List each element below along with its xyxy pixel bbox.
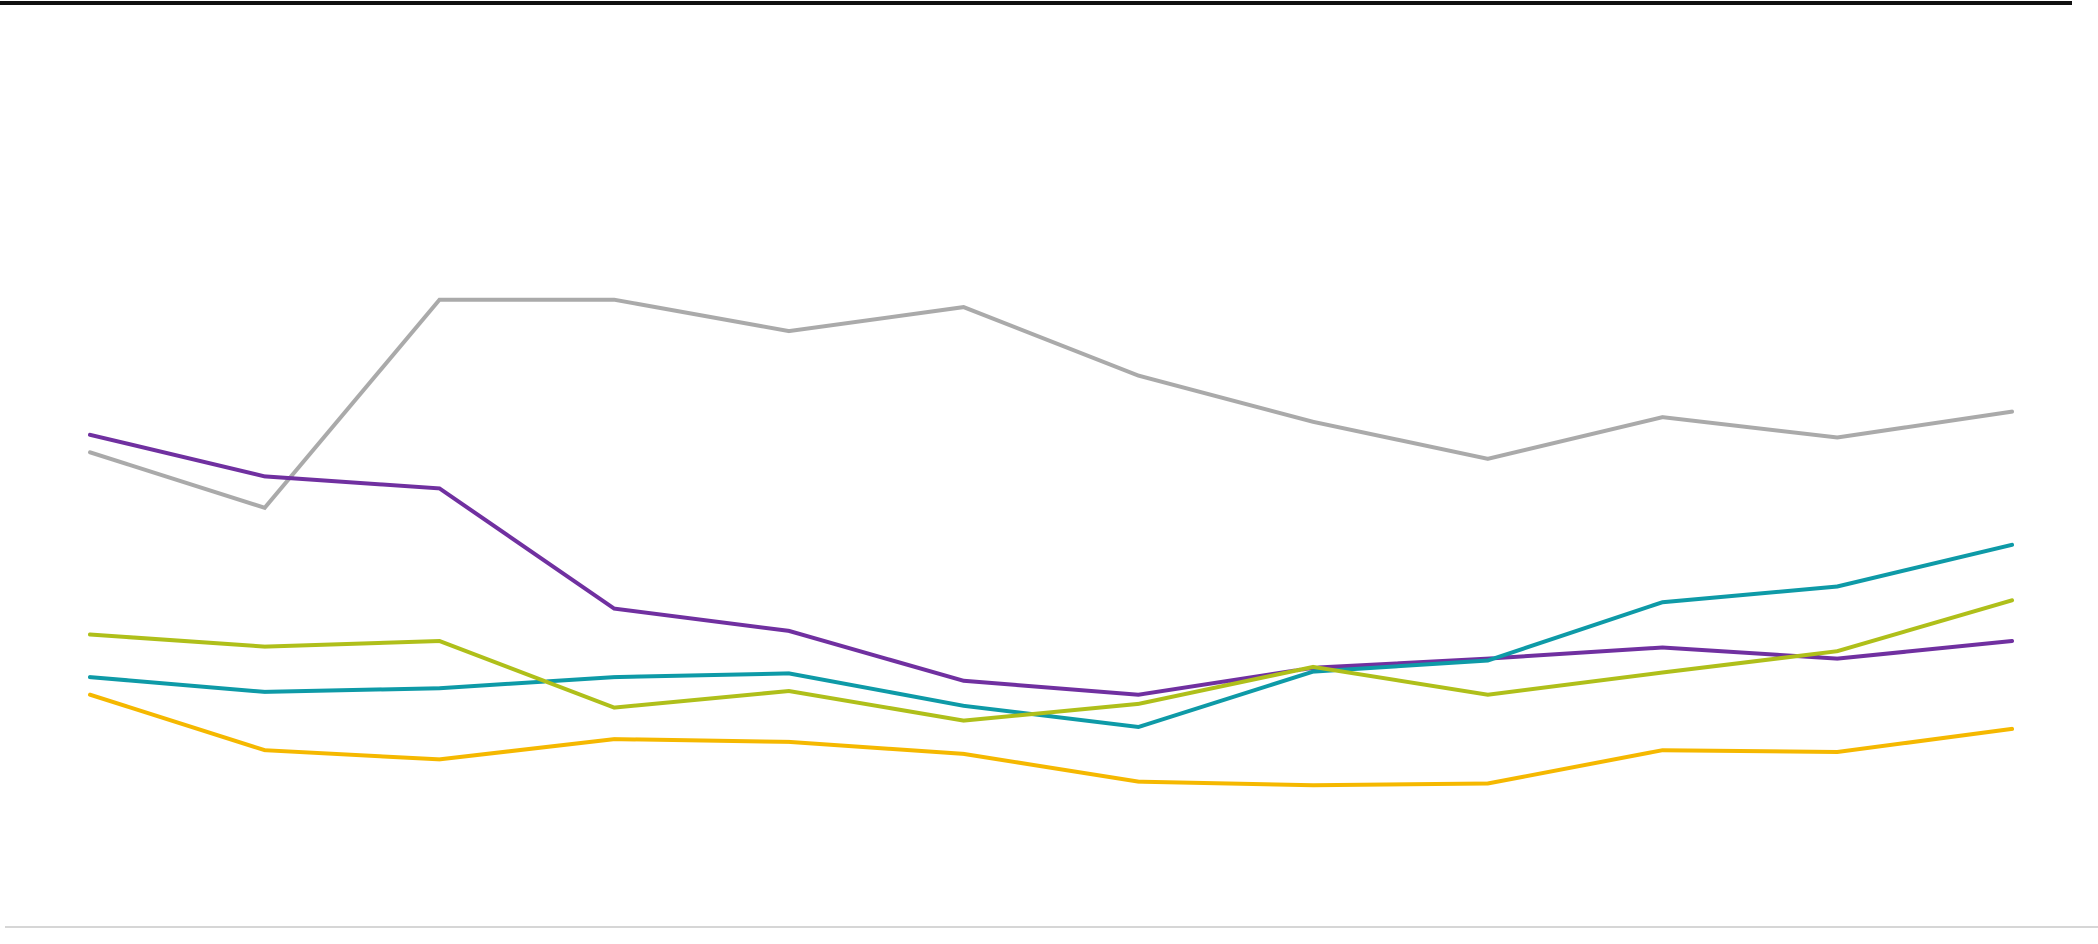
series-line-2 bbox=[88, 432, 2014, 697]
series-line-4 bbox=[88, 598, 2014, 723]
series-line-3 bbox=[88, 542, 2014, 730]
series-line-1 bbox=[88, 297, 2014, 511]
series-layer bbox=[88, 297, 2014, 788]
series-line-5 bbox=[88, 692, 2014, 788]
